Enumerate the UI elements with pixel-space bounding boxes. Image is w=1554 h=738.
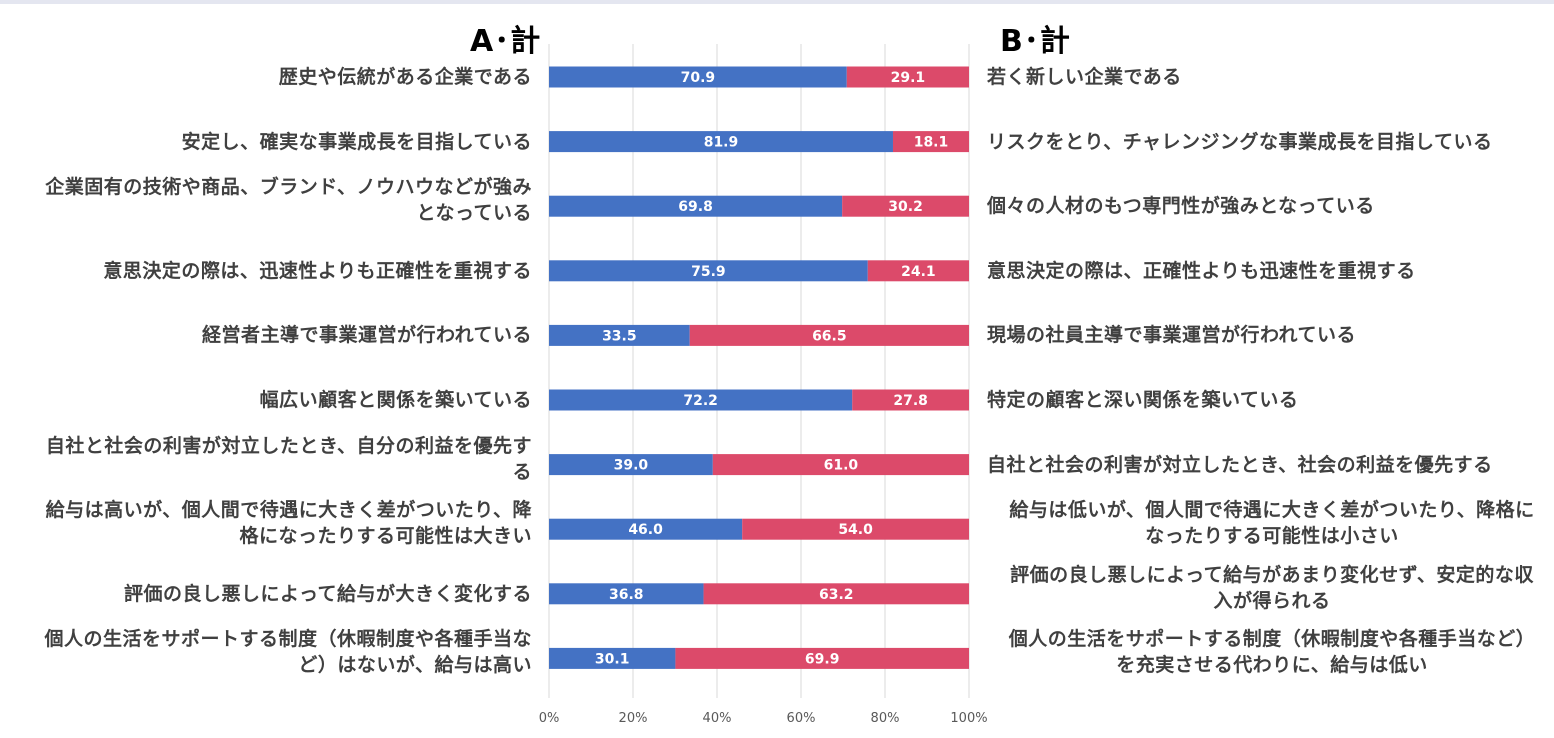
bar-a bbox=[549, 66, 847, 88]
x-tick-label: 20% bbox=[619, 711, 648, 726]
data-label-b: 18.1 bbox=[914, 135, 949, 151]
category-a-label: 安定し、確実な事業成長を目指している bbox=[0, 129, 532, 155]
data-label-a: 33.5 bbox=[602, 328, 637, 344]
data-label-a: 72.2 bbox=[683, 393, 718, 409]
bar-a bbox=[549, 131, 893, 153]
category-a-label-line: 企業固有の技術や商品、ブランド、ノウハウなどが強み bbox=[45, 176, 532, 199]
category-b-label-line: 個々の人材のもつ専門性が強みとなっている bbox=[987, 195, 1375, 218]
category-b-label-line: 若く新しい企業である bbox=[987, 66, 1182, 88]
category-b-label: 特定の顧客と深い関係を築いている bbox=[987, 387, 1554, 413]
x-tick-label: 80% bbox=[871, 711, 900, 726]
bar-a bbox=[549, 260, 868, 282]
data-label-a: 36.8 bbox=[609, 587, 644, 603]
category-b-label: 個々の人材のもつ専門性が強みとなっている bbox=[987, 193, 1554, 219]
category-a-label-line: 歴史や伝統がある企業である bbox=[278, 66, 532, 88]
category-b-label-line: リスクをとり、チャレンジングな事業成長を目指している bbox=[987, 130, 1493, 153]
category-a-label: 歴史や伝統がある企業である bbox=[0, 64, 532, 90]
category-b-label-line: 自社と社会の利害が対立したとき、社会の利益を優先する bbox=[987, 453, 1493, 476]
category-a-label-line: となっている bbox=[416, 202, 532, 225]
category-b-label: 評価の良し悪しによって給与があまり変化せず、安定的な収 入が得られる bbox=[987, 562, 1554, 614]
category-a-label-line: ど）はないが、給与は高い bbox=[298, 654, 532, 677]
category-a-label: 個人の生活をサポートする制度（休暇制度や各種手当など）はないが、給与は高い bbox=[0, 626, 532, 678]
bar-a bbox=[549, 518, 743, 540]
bar-b bbox=[742, 518, 969, 540]
category-a-label-line: 給与は高いが、個人間で待遇に大きく差がついたり、降 bbox=[45, 499, 532, 522]
category-a-label-line: 安定し、確実な事業成長を目指している bbox=[181, 130, 532, 153]
data-label-a: 69.8 bbox=[678, 199, 713, 215]
data-label-a: 39.0 bbox=[614, 458, 649, 474]
category-b-label-line: 現場の社員主導で事業運営が行われている bbox=[987, 324, 1356, 347]
data-label-b: 69.9 bbox=[805, 651, 840, 667]
category-a-label-line: 個人の生活をサポートする制度（休暇制度や各種手当な bbox=[44, 628, 532, 651]
bar-b bbox=[703, 583, 969, 605]
category-b-label-line: 意思決定の際は、正確性よりも迅速性を重視する bbox=[987, 259, 1416, 282]
category-a-label-line: 格になったりする可能性は大きい bbox=[239, 525, 532, 548]
category-b-label: 意思決定の際は、正確性よりも迅速性を重視する bbox=[987, 258, 1554, 284]
category-b-label-line: 給与は低いが、個人間で待遇に大きく差がついたり、降格に bbox=[1009, 499, 1535, 522]
category-b-label-line: 特定の顧客と深い関係を築いている bbox=[987, 389, 1299, 411]
category-a-label: 経営者主導で事業運営が行われている bbox=[0, 322, 532, 348]
category-a-label: 企業固有の技術や商品、ブランド、ノウハウなどが強みとなっている bbox=[0, 174, 532, 226]
x-tick-label: 0% bbox=[539, 711, 560, 726]
bar-b bbox=[712, 454, 969, 476]
bar-a bbox=[549, 389, 853, 411]
data-label-a: 46.0 bbox=[628, 522, 663, 538]
category-b-label: 個人の生活をサポートする制度（休暇制度や各種手当など） を充実させる代わりに、給与… bbox=[987, 626, 1554, 678]
category-a-label-line: 評価の良し悪しによって給与が大きく変化する bbox=[124, 582, 532, 605]
bar-b bbox=[689, 324, 969, 346]
category-a-label: 意思決定の際は、迅速性よりも正確性を重視する bbox=[0, 258, 532, 284]
top-border bbox=[0, 0, 1554, 4]
bar-a bbox=[549, 647, 676, 669]
category-a-label-line: る bbox=[512, 460, 532, 483]
data-label-b: 61.0 bbox=[824, 458, 859, 474]
category-a-label-line: 意思決定の際は、迅速性よりも正確性を重視する bbox=[103, 259, 532, 282]
bar-b bbox=[842, 195, 969, 217]
data-label-a: 70.9 bbox=[681, 70, 716, 86]
category-b-label: 自社と社会の利害が対立したとき、社会の利益を優先する bbox=[987, 452, 1554, 478]
category-a-label: 幅広い顧客と関係を築いている bbox=[0, 387, 532, 413]
data-label-a: 75.9 bbox=[691, 264, 726, 280]
category-a-label-line: 経営者主導で事業運営が行われている bbox=[202, 324, 532, 347]
x-tick-label: 60% bbox=[787, 711, 816, 726]
data-label-b: 66.5 bbox=[812, 328, 847, 344]
bar-a bbox=[549, 454, 713, 476]
bar-b bbox=[675, 647, 969, 669]
bar-a bbox=[549, 195, 843, 217]
category-a-label: 自社と社会の利害が対立したとき、自分の利益を優先する bbox=[0, 433, 532, 485]
data-label-b: 63.2 bbox=[819, 587, 854, 603]
data-label-b: 27.8 bbox=[893, 393, 928, 409]
category-b-label: 若く新しい企業である bbox=[987, 64, 1554, 90]
category-a-label-line: 幅広い顧客と関係を築いている bbox=[259, 389, 532, 411]
bar-b bbox=[846, 66, 969, 88]
bar-a bbox=[549, 583, 704, 605]
data-label-b: 30.2 bbox=[888, 199, 923, 215]
header-b: B･計 bbox=[1000, 24, 1071, 59]
x-tick-label: 100% bbox=[950, 711, 987, 726]
category-b-label: 現場の社員主導で事業運営が行われている bbox=[987, 322, 1554, 348]
data-label-b: 29.1 bbox=[891, 70, 926, 86]
bar-b bbox=[852, 389, 969, 411]
category-a-label: 給与は高いが、個人間で待遇に大きく差がついたり、降格になったりする可能性は大きい bbox=[0, 497, 532, 549]
data-label-a: 81.9 bbox=[704, 135, 739, 151]
bar-a bbox=[549, 324, 690, 346]
category-a-label: 評価の良し悪しによって給与が大きく変化する bbox=[0, 581, 532, 607]
category-b-label-line: 個人の生活をサポートする制度（休暇制度や各種手当など） bbox=[1008, 628, 1536, 651]
category-b-label-line: を充実させる代わりに、給与は低い bbox=[1116, 654, 1428, 677]
data-label-b: 54.0 bbox=[838, 522, 873, 538]
x-tick-label: 40% bbox=[703, 711, 732, 726]
category-b-label: リスクをとり、チャレンジングな事業成長を目指している bbox=[987, 129, 1554, 155]
category-b-label-line: なったりする可能性は小さい bbox=[1145, 525, 1399, 548]
bar-b bbox=[892, 131, 969, 153]
category-a-label-line: 自社と社会の利害が対立したとき、自分の利益を優先す bbox=[45, 434, 532, 457]
bar-b bbox=[867, 260, 969, 282]
header-a: A･計 bbox=[470, 24, 542, 59]
data-label-a: 30.1 bbox=[595, 651, 630, 667]
category-b-label-line: 入が得られる bbox=[1213, 589, 1331, 612]
category-b-label-line: 評価の良し悪しによって給与があまり変化せず、安定的な収 bbox=[1010, 563, 1534, 586]
data-label-b: 24.1 bbox=[901, 264, 936, 280]
category-b-label: 給与は低いが、個人間で待遇に大きく差がついたり、降格に なったりする可能性は小さい bbox=[987, 497, 1554, 549]
